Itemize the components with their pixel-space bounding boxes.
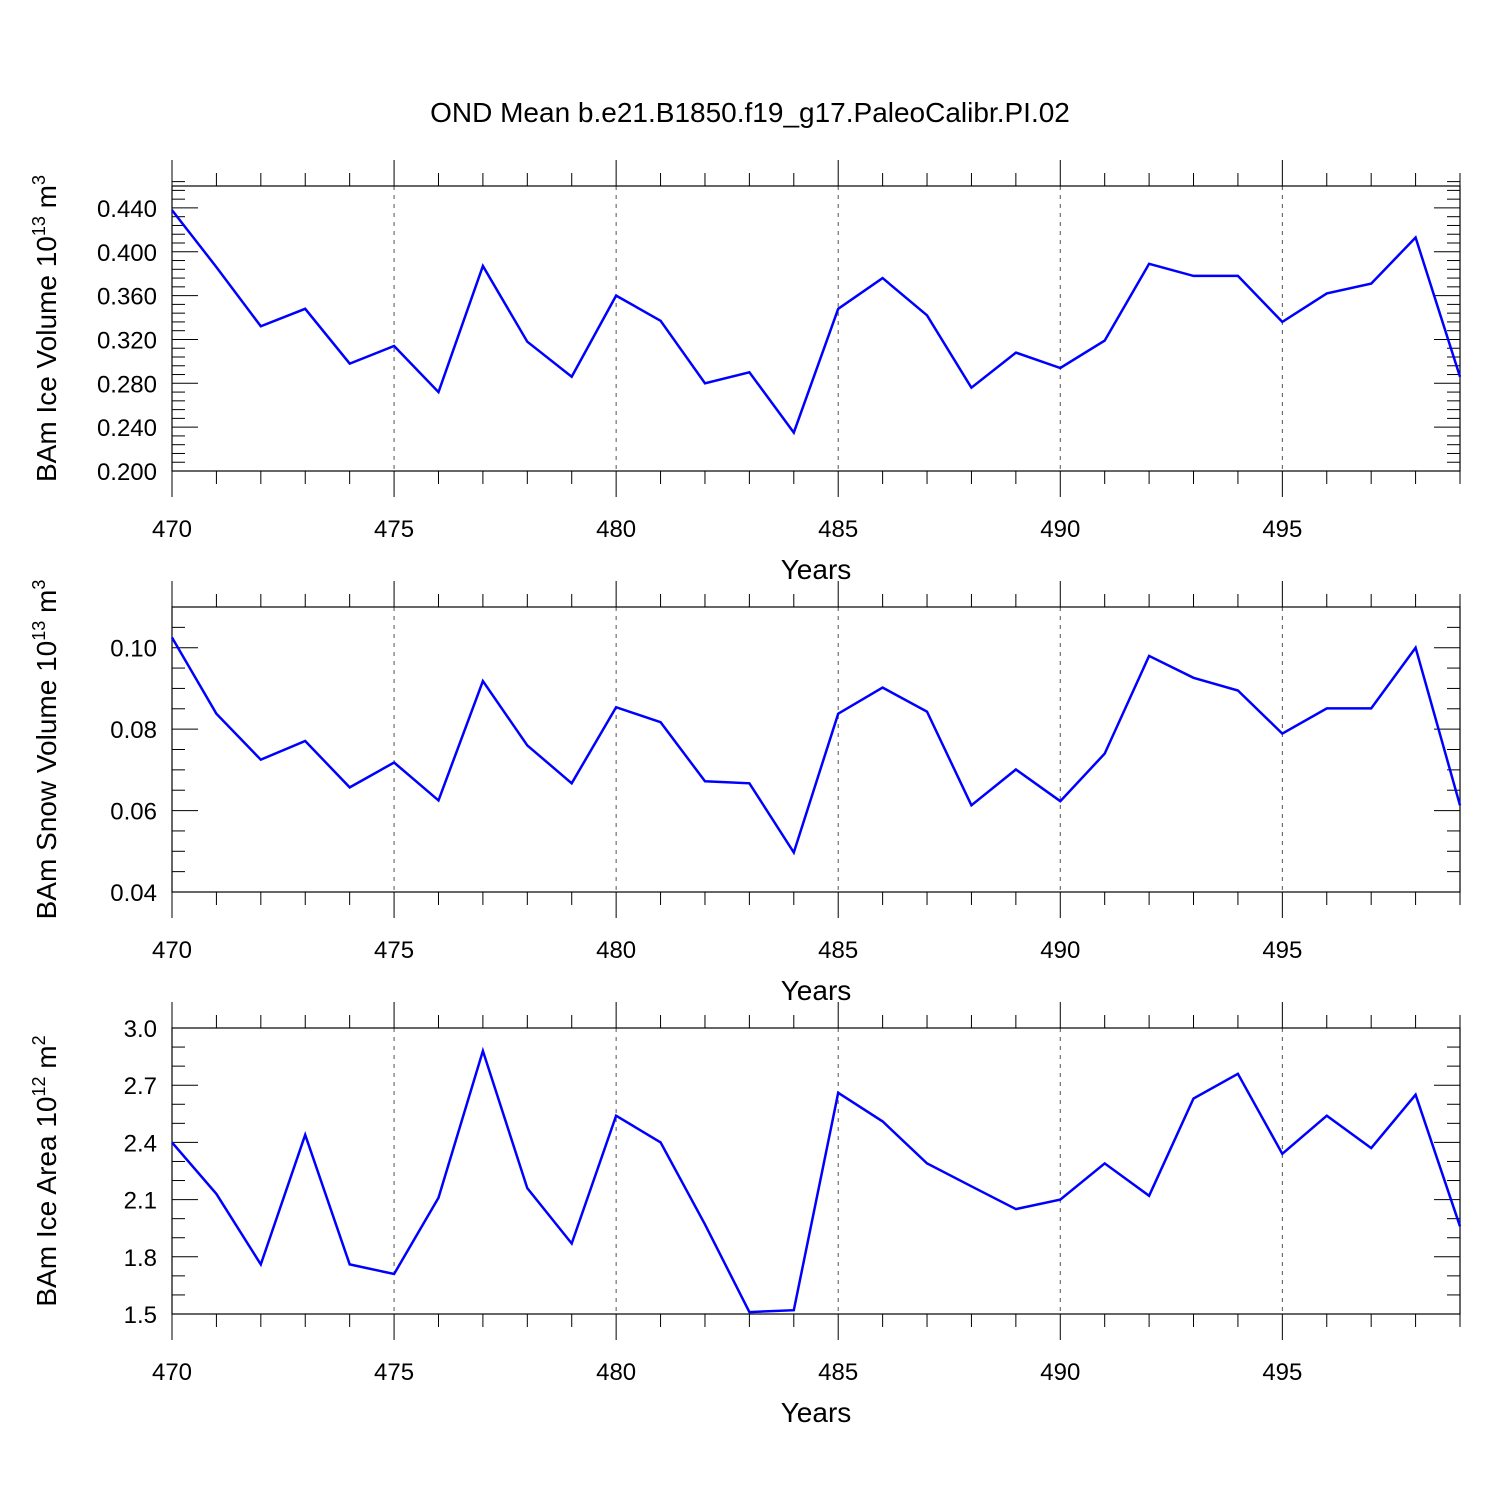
- y-tick-label: 0.320: [97, 327, 157, 354]
- x-tick-label: 495: [1262, 516, 1302, 543]
- y-tick-label: 0.440: [97, 196, 157, 223]
- y-tick-label: 0.04: [110, 880, 157, 907]
- y-tick-label: 0.08: [110, 717, 157, 744]
- y-axis-label-unit: m: [31, 590, 62, 621]
- x-tick-label: 475: [374, 516, 414, 543]
- x-tick-label: 480: [596, 516, 636, 543]
- y-tick-label: 0.360: [97, 284, 157, 311]
- y-tick-label: 0.400: [97, 240, 157, 267]
- series-line: [170, 636, 1462, 856]
- y-axis-label-exponent: 12: [29, 1076, 49, 1096]
- plot-frame: [171, 606, 1461, 893]
- y-axis-label: BAm Snow Volume 1013 m3: [29, 580, 62, 920]
- y-axis-label-text: BAm Ice Area 10: [31, 1097, 62, 1307]
- x-tick-label: 495: [1262, 1359, 1302, 1386]
- y-tick-label: 2.4: [124, 1130, 157, 1157]
- y-tick-label: 0.240: [97, 415, 157, 442]
- x-tick-label: 485: [818, 1359, 858, 1386]
- x-tick-label: 475: [374, 1359, 414, 1386]
- y-axis-label: BAm Ice Volume 1013 m3: [29, 175, 62, 482]
- series-line: [171, 1046, 1462, 1314]
- y-tick-label: 1.5: [124, 1302, 157, 1329]
- y-tick-label: 0.200: [97, 459, 157, 486]
- y-axis-label-unit: m: [31, 185, 62, 216]
- y-tick-label: 2.1: [124, 1188, 157, 1215]
- x-tick-label: 470: [152, 937, 192, 964]
- y-axis-label-unit-exponent: 3: [29, 580, 49, 590]
- y-tick-label: 2.7: [124, 1073, 157, 1100]
- x-axis-label: Years: [781, 975, 852, 1006]
- x-tick-label: 495: [1262, 937, 1302, 964]
- x-tick-label: 470: [152, 516, 192, 543]
- x-axis-label: Years: [781, 554, 852, 585]
- x-tick-label: 485: [818, 937, 858, 964]
- y-axis-label-text: BAm Ice Volume 10: [31, 236, 62, 482]
- plot-frame: [171, 1027, 1461, 1315]
- x-tick-label: 480: [596, 1359, 636, 1386]
- x-tick-label: 490: [1040, 937, 1080, 964]
- y-axis-label-text: BAm Snow Volume 10: [31, 641, 62, 920]
- series-line: [171, 209, 1462, 436]
- y-tick-label: 1.8: [124, 1245, 157, 1272]
- x-tick-label: 485: [818, 516, 858, 543]
- x-tick-label: 475: [374, 937, 414, 964]
- y-axis-label-unit-exponent: 3: [29, 175, 49, 185]
- x-axis-label: Years: [781, 1397, 852, 1428]
- y-tick-label: 0.06: [110, 799, 157, 826]
- x-tick-label: 490: [1040, 1359, 1080, 1386]
- chart-panel-1: 0.200 0.240 0.280 0.320 0.360 0.400 0.440 470 47…: [29, 160, 1462, 585]
- chart-panel-3: 1.5 1.8 2.1 2.4 2.7 3.0 470 475 480 485 490 495 Year…: [29, 1002, 1462, 1428]
- chart-panels: 0.200 0.240 0.280 0.320 0.360 0.400 0.440 470 47…: [29, 160, 1462, 1428]
- y-tick-label: 0.280: [97, 371, 157, 398]
- x-tick-label: 480: [596, 937, 636, 964]
- y-tick-label: 3.0: [124, 1016, 157, 1043]
- x-tick-label: 490: [1040, 516, 1080, 543]
- x-tick-label: 470: [152, 1359, 192, 1386]
- y-axis-label: BAm Ice Area 1012 m2: [29, 1035, 62, 1306]
- figure-title: OND Mean b.e21.B1850.f19_g17.PaleoCalibr…: [430, 97, 1070, 128]
- y-axis-label-exponent: 13: [29, 216, 49, 236]
- y-axis-label-unit-exponent: 2: [29, 1035, 49, 1045]
- y-tick-label: 0.10: [110, 636, 157, 663]
- y-axis-label-exponent: 13: [29, 621, 49, 641]
- plot-frame: [171, 185, 1461, 472]
- y-axis-label-unit: m: [31, 1045, 62, 1076]
- chart-panel-2: 0.04 0.06 0.08 0.10 470 475 480 485 490 495 Years B…: [29, 580, 1462, 1006]
